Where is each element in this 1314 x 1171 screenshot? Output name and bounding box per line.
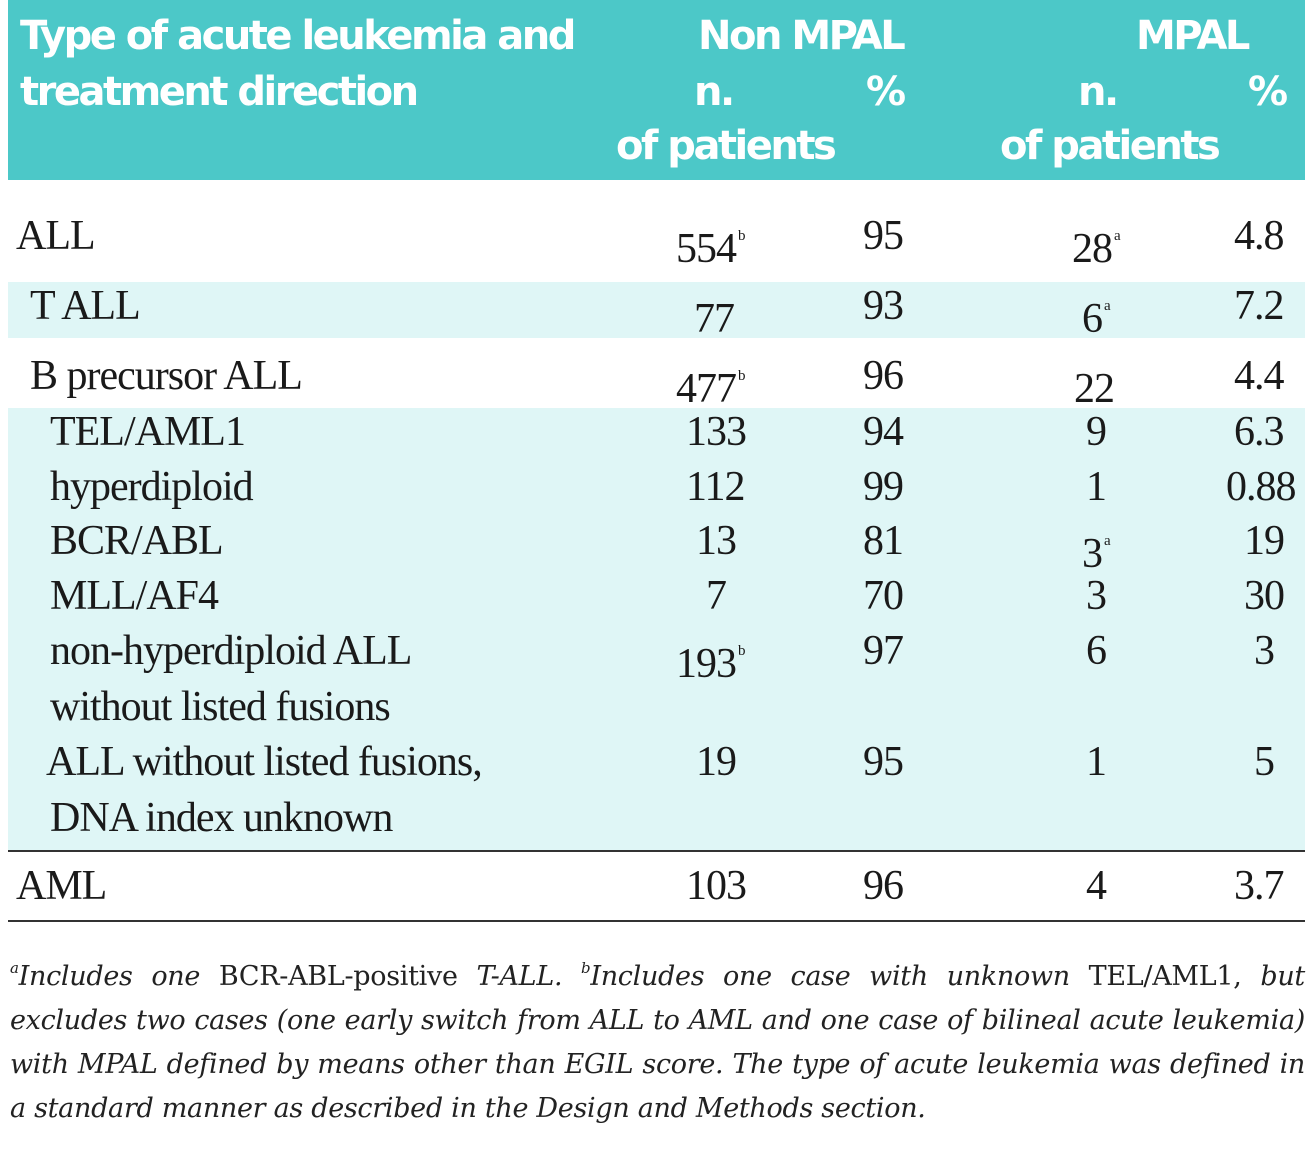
mpal-pct: 7.2 <box>1234 283 1284 329</box>
non-mpal-n: 554 b <box>676 226 746 272</box>
non-mpal-n: 77 <box>694 296 735 342</box>
divider <box>8 850 1305 852</box>
row-label: ALL <box>16 213 96 259</box>
table-row: ALL without listed fusions, DNA index un… <box>8 734 1305 846</box>
row-label-line2: DNA index unknown <box>50 795 393 841</box>
mpal-pct: 4.8 <box>1234 213 1284 259</box>
table-row: hyperdiploid 112 99 1 0.88 <box>8 459 1305 515</box>
mpal-n: 4 <box>1086 863 1107 909</box>
table-row: non-hyperdiploid ALL without listed fusi… <box>8 623 1305 735</box>
mpal-n: 9 <box>1086 409 1107 455</box>
non-mpal-n: 19 <box>696 739 737 785</box>
table-row: ALL 554 b 95 28 a 4.8 <box>8 208 1305 272</box>
mpal-n: 1 <box>1086 464 1107 510</box>
mpal-pct: 5 <box>1254 739 1275 785</box>
non-mpal-pct: 95 <box>863 213 904 259</box>
row-label: TEL/AML1 <box>50 409 246 455</box>
header-non-n-line1: n. <box>694 69 735 115</box>
row-label: MLL/AF4 <box>50 573 219 619</box>
mpal-n: 3 <box>1086 573 1107 619</box>
row-label: non-hyperdiploid ALL <box>50 628 412 674</box>
row-label: hyperdiploid <box>50 464 254 510</box>
table-row: MLL/AF4 7 70 3 30 <box>8 568 1305 624</box>
non-mpal-n: 103 <box>686 863 747 909</box>
mpal-pct: 30 <box>1244 573 1285 619</box>
non-mpal-n: 13 <box>696 518 737 564</box>
table-footnote: aIncludes one BCR-ABL-positive T-ALL. bI… <box>10 959 1305 1124</box>
subtype-block <box>8 408 1305 850</box>
non-mpal-n: 112 <box>686 464 745 510</box>
header-type-line1: Type of acute leukemia and <box>20 13 576 59</box>
non-mpal-pct: 96 <box>863 353 904 399</box>
non-mpal-n: 7 <box>706 573 727 619</box>
mpal-n: 6 <box>1086 628 1107 674</box>
non-mpal-n: 477 b <box>676 366 746 412</box>
mpal-pct: 0.88 <box>1226 464 1296 510</box>
header-group-non-mpal: Non MPAL <box>698 13 906 59</box>
header-non-pct: % <box>866 69 906 115</box>
table-row: B precursor ALL 477 b 96 22 4.4 <box>8 348 1305 412</box>
row-label: BCR/ABL <box>50 518 224 564</box>
non-mpal-pct: 70 <box>863 573 904 619</box>
mpal-n: 1 <box>1086 739 1107 785</box>
mpal-pct: 3.7 <box>1234 863 1284 909</box>
non-mpal-pct: 96 <box>863 863 904 909</box>
mpal-pct: 6.3 <box>1234 409 1284 455</box>
header-non-n-line2: of patients <box>616 123 837 169</box>
header-type-line2: treatment direction <box>20 69 419 115</box>
non-mpal-n: 193 b <box>676 641 746 687</box>
non-mpal-pct: 81 <box>863 518 904 564</box>
table-bottom-rule <box>8 920 1305 922</box>
row-label: T ALL <box>30 283 141 329</box>
mpal-pct: 4.4 <box>1234 353 1284 399</box>
row-label-line2: without listed fusions <box>50 684 391 730</box>
mpal-n: 28 a <box>1072 226 1121 272</box>
non-mpal-pct: 94 <box>863 409 904 455</box>
row-label: AML <box>16 863 107 909</box>
mpal-pct: 19 <box>1244 518 1285 564</box>
table-header: Type of acute leukemia and treatment dir… <box>8 0 1305 180</box>
row-label: B precursor ALL <box>30 353 303 399</box>
non-mpal-n: 133 <box>686 409 747 455</box>
header-mpal-n-line2: of patients <box>1000 123 1221 169</box>
row-label: ALL without listed fusions, <box>46 739 483 785</box>
non-mpal-pct: 95 <box>863 739 904 785</box>
mpal-pct: 3 <box>1254 628 1275 674</box>
non-mpal-pct: 93 <box>863 283 904 329</box>
table-row: TEL/AML1 133 94 9 6.3 <box>8 404 1305 460</box>
non-mpal-pct: 99 <box>863 464 904 510</box>
header-mpal-n-line1: n. <box>1078 69 1119 115</box>
table-row: AML 103 96 4 3.7 <box>8 858 1305 914</box>
header-mpal-pct: % <box>1248 69 1288 115</box>
mpal-n: 22 <box>1074 366 1115 412</box>
header-group-mpal: MPAL <box>1136 13 1250 59</box>
non-mpal-pct: 97 <box>863 628 904 674</box>
